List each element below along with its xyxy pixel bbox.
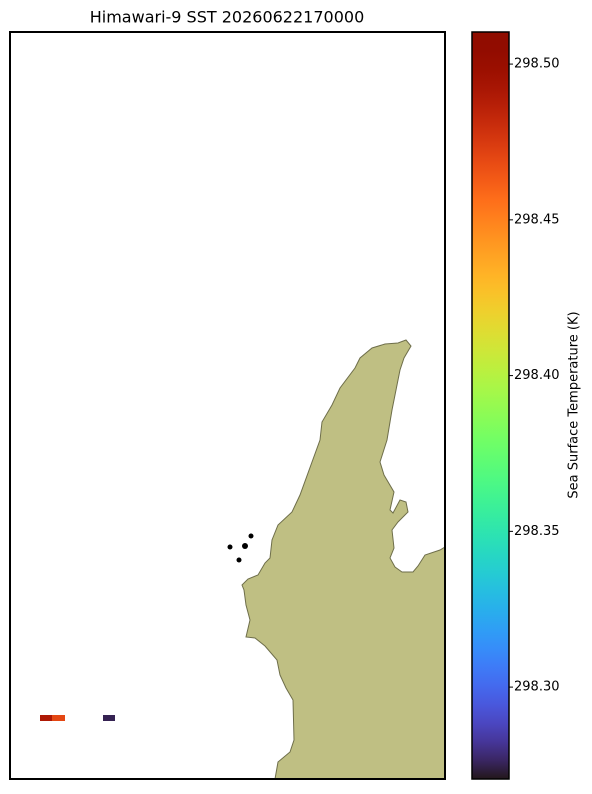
colorbar-tick-label: 298.50: [514, 57, 560, 72]
sst-cell: [40, 715, 52, 721]
islands: [227, 533, 254, 563]
sst-cells: [40, 715, 115, 721]
sst-cell: [103, 715, 115, 721]
colorbar-ticks: 298.30 298.35 298.40 298.45 298.50: [509, 57, 560, 695]
land: [241, 339, 446, 780]
colorbar-tick-label: 298.45: [514, 212, 560, 227]
colorbar: [471, 31, 510, 780]
colorbar-tick-label: 298.40: [514, 368, 560, 383]
colorbar-tick-label: 298.30: [514, 680, 560, 695]
title: Himawari-9 SST 20260622170000: [90, 8, 365, 27]
map-frame: [9, 31, 446, 780]
sst-cell: [52, 715, 65, 721]
colorbar-tick-label: 298.35: [514, 524, 560, 539]
colorbar-label: Sea Surface Temperature (K): [567, 311, 582, 498]
